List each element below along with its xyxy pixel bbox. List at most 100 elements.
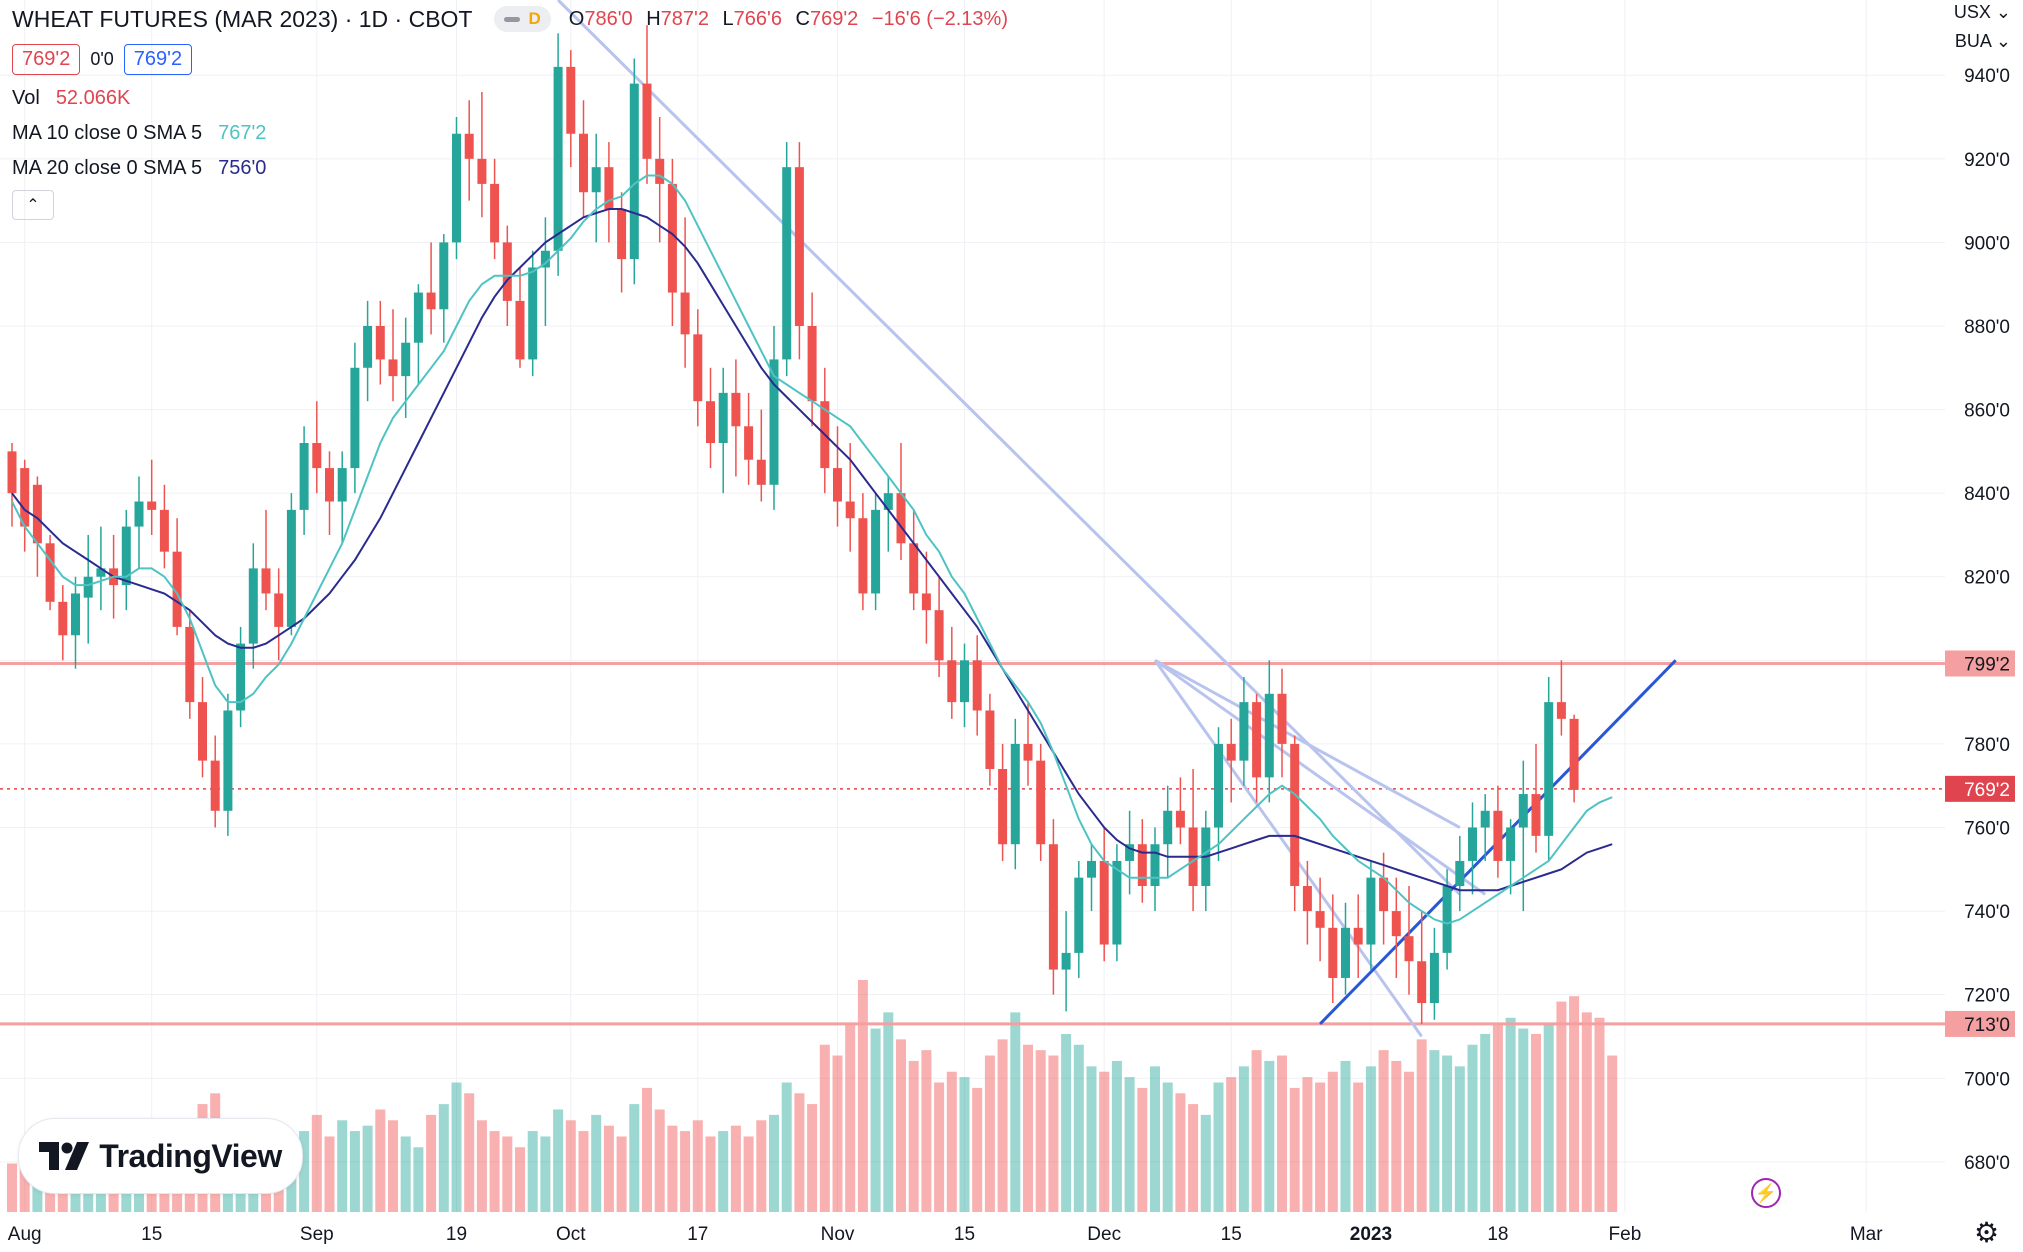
data-status-pill[interactable]: D [494, 6, 551, 32]
gear-icon[interactable]: ⚙ [1974, 1217, 2000, 1248]
volume-bar [1073, 1044, 1084, 1212]
ohlc-values: O786'0 H787'2 L766'6 C769'2 −16'6 (−2.13… [569, 8, 1016, 31]
candle-body [934, 610, 944, 661]
collapse-legend-button[interactable]: ⌃ [12, 190, 54, 220]
volume-bar [667, 1125, 678, 1212]
currency-selector[interactable]: USX ⌄ [1954, 2, 2011, 23]
ma20-label: MA 20 close 0 SMA 5 [12, 157, 203, 179]
y-tick-label: 900'0 [1964, 233, 2010, 254]
candle-body [337, 468, 347, 502]
candle-body [553, 66, 563, 251]
volume-bar [337, 1120, 348, 1212]
volume-bar [578, 1131, 589, 1212]
volume-bar [1124, 1077, 1135, 1212]
candle-body [490, 183, 500, 243]
volume-bar [1315, 1082, 1326, 1212]
candle-body [1531, 794, 1541, 836]
vol-value: 52.066K [55, 87, 131, 109]
volume-bar [400, 1136, 411, 1212]
candle-body [617, 208, 627, 260]
change-value: −16'6 (−2.13%) [871, 7, 1008, 30]
candle-body [464, 133, 474, 159]
y-tick-label: 940'0 [1964, 66, 2010, 87]
candle-body [782, 167, 792, 360]
volume-bar [1302, 1077, 1313, 1212]
volume-bar [1442, 1055, 1453, 1212]
candle-body [502, 242, 512, 301]
volume-bar [705, 1136, 716, 1212]
candle-body [909, 543, 919, 594]
unit-selector[interactable]: BUA ⌄ [1955, 31, 2011, 52]
candle-body [1036, 760, 1046, 845]
candle-body [477, 158, 487, 184]
chart-legend: WHEAT FUTURES (MAR 2023) · 1D · CBOT D O… [12, 4, 1016, 220]
low-label: L [722, 7, 734, 30]
tradingview-logo[interactable]: TradingView [18, 1118, 303, 1194]
y-tick-label: 880'0 [1964, 317, 2010, 338]
ask-button[interactable]: 769'2 [123, 44, 193, 75]
volume-bar [718, 1131, 729, 1212]
high-label: H [646, 7, 661, 30]
volume-bar [1492, 1023, 1503, 1212]
volume-bar [1289, 1087, 1300, 1212]
volume-bar [819, 1044, 830, 1212]
volume-bar [857, 980, 868, 1212]
candle-body [655, 158, 665, 184]
candle-body [121, 526, 131, 586]
volume-bar [324, 1136, 335, 1212]
volume-bar [1264, 1060, 1275, 1212]
candle-body [579, 133, 588, 193]
volume-bar [1429, 1050, 1440, 1212]
low-value: 766'6 [733, 7, 782, 30]
candle-body [1074, 877, 1084, 953]
candle-body [1315, 911, 1325, 928]
candle-body [159, 509, 169, 552]
volume-bar [1150, 1066, 1160, 1212]
volume-bar [1226, 1077, 1237, 1212]
volume-bar [832, 1055, 843, 1212]
last-price-label: 769'2 [1964, 780, 2010, 801]
level-price-label: 799'2 [1964, 654, 2010, 675]
candle-body [921, 593, 931, 611]
x-tick-label: 15 [954, 1224, 975, 1245]
volume-bar [1086, 1066, 1097, 1212]
candle-body [45, 543, 55, 602]
candle-body [83, 576, 93, 598]
candle-body [7, 451, 17, 494]
resistance-trendline [1153, 659, 1423, 1038]
candle-body [1366, 877, 1376, 945]
volume-bar [502, 1136, 513, 1212]
volume-bar [1099, 1071, 1110, 1212]
y-tick-label: 740'0 [1964, 902, 2010, 923]
volume-bar [756, 1120, 767, 1212]
candle-body [1112, 860, 1122, 945]
volume-bar [1365, 1066, 1376, 1212]
price-axis[interactable]: 680'0700'0720'0740'0760'0780'0800'0820'0… [1945, 0, 2023, 1252]
volume-bar [794, 1093, 805, 1212]
symbol-title[interactable]: WHEAT FUTURES (MAR 2023) · 1D · CBOT [12, 5, 473, 32]
time-axis[interactable]: Aug 15 Sep 19 Oct 17 Nov 15 Dec 15 2023 18 Feb Mar [8, 1224, 1883, 1245]
volume-bar [451, 1082, 462, 1212]
volume-bar [946, 1071, 957, 1212]
indicator-vol[interactable]: Vol 52.066K [12, 87, 1016, 110]
volume-bar [692, 1120, 703, 1212]
candle-body [794, 167, 804, 326]
indicator-ma20[interactable]: MA 20 close 0 SMA 5 756'0 [12, 157, 1016, 180]
bid-button[interactable]: 769'2 [12, 44, 81, 75]
candle-body [210, 760, 220, 811]
lightning-icon[interactable]: ⚡ [1751, 1178, 1781, 1208]
candle-body [401, 342, 411, 377]
volume-bar [527, 1131, 538, 1212]
candle-body [680, 292, 690, 335]
volume-bar [1137, 1087, 1148, 1212]
candle-body [236, 643, 246, 711]
x-tick-label: Nov [821, 1224, 855, 1245]
volume-bar [883, 1012, 894, 1212]
indicator-ma10[interactable]: MA 10 close 0 SMA 5 767'2 [12, 122, 1016, 145]
volume-bar [1340, 1060, 1351, 1212]
volume-bar [1569, 996, 1580, 1212]
y-tick-label: 860'0 [1964, 401, 2010, 422]
volume-bar [476, 1120, 487, 1212]
x-tick-label: 15 [141, 1224, 162, 1245]
